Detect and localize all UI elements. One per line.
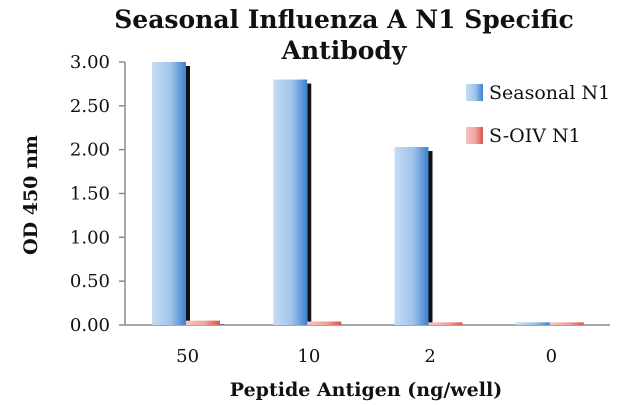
bar-seasonal-n1-0: [515, 322, 550, 325]
legend-label-seasonal-n1: Seasonal N1: [489, 82, 610, 104]
bar-seasonal-n1-2: [394, 147, 429, 325]
bar-s-oiv-n1-2: [428, 322, 463, 325]
y-axis-tick-marks: [119, 61, 125, 326]
x-tick-label: 0: [546, 346, 557, 367]
bar-shadow: [186, 66, 190, 325]
bar-s-oiv-n1-0: [549, 322, 584, 325]
chart-title-line-2: Antibody: [281, 36, 408, 65]
y-tick-label: 3.00: [70, 52, 110, 73]
x-axis-ticks: 50 10 2 0: [176, 346, 557, 367]
y-tick-label: 0.50: [70, 271, 110, 292]
y-tick-label: 2.00: [70, 140, 110, 161]
legend-swatch-s-oiv-n1: [466, 127, 483, 144]
legend-label-s-oiv-n1: S-OIV N1: [489, 125, 581, 147]
chart-title-line-1: Seasonal Influenza A N1 Specific: [114, 5, 574, 34]
bar-s-oiv-n1-10: [307, 321, 342, 325]
x-tick-label: 2: [424, 346, 435, 367]
legend-swatch-seasonal-n1: [466, 84, 483, 101]
y-axis-ticks: 0.00 0.50 1.00 1.50 2.00 2.50 3.00: [70, 52, 110, 336]
bar-shadow: [307, 83, 312, 326]
bar-seasonal-n1-10: [273, 79, 308, 326]
x-tick-label: 50: [176, 346, 199, 367]
bar-s-oiv-n1-50: [186, 320, 220, 325]
y-tick-label: 1.50: [70, 184, 110, 205]
x-axis-label: Peptide Antigen (ng/well): [230, 379, 502, 401]
bar-shadow: [428, 151, 433, 325]
x-tick-label: 10: [297, 346, 320, 367]
y-axis-label: OD 450 nm: [20, 135, 42, 255]
y-tick-label: 0.00: [70, 315, 110, 336]
y-tick-label: 2.50: [70, 96, 110, 117]
y-tick-label: 1.00: [70, 227, 110, 248]
bar-seasonal-n1-50: [152, 62, 186, 325]
bars-group: [152, 62, 584, 326]
legend: Seasonal N1 S-OIV N1: [466, 82, 610, 147]
